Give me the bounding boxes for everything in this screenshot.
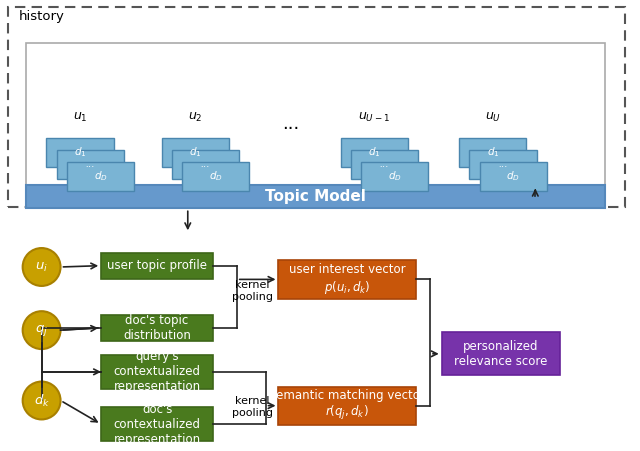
Bar [8, 7, 625, 207]
Text: ...: ... [498, 159, 508, 170]
Text: $u_2$: $u_2$ [188, 110, 202, 124]
Text: user interest vector
$p(u_i, d_k)$: user interest vector $p(u_i, d_k)$ [289, 263, 406, 295]
Text: $u_U$: $u_U$ [484, 110, 501, 124]
Text: doc's
contextualized
representation: doc's contextualized representation [113, 403, 201, 446]
Bar [351, 150, 419, 179]
Text: $d_k$: $d_k$ [33, 392, 50, 409]
Bar [278, 387, 416, 425]
Text: user topic profile: user topic profile [107, 259, 207, 272]
Bar [47, 138, 114, 167]
Text: $d_D$: $d_D$ [209, 170, 223, 184]
Text: ...: ... [380, 159, 390, 170]
Bar [340, 138, 408, 167]
Ellipse shape [22, 248, 61, 286]
Bar [26, 185, 605, 208]
Text: $d_1$: $d_1$ [189, 145, 202, 159]
Bar [278, 260, 416, 299]
Text: ...: ... [200, 159, 211, 170]
Bar [101, 253, 213, 279]
Text: $u_i$: $u_i$ [35, 260, 48, 274]
Text: $u_{U-1}$: $u_{U-1}$ [358, 110, 390, 124]
Bar [361, 162, 429, 191]
Text: semantic matching vector
$r(q_j, d_k)$: semantic matching vector $r(q_j, d_k)$ [270, 389, 424, 423]
Bar [172, 150, 239, 179]
Text: ...: ... [85, 159, 95, 170]
Bar [442, 332, 560, 375]
Bar [182, 162, 249, 191]
Text: $u_1$: $u_1$ [73, 110, 87, 124]
Text: $d_1$: $d_1$ [368, 145, 381, 159]
Bar [161, 138, 229, 167]
Text: doc's topic
distribution: doc's topic distribution [123, 314, 191, 342]
Text: Topic Model: Topic Model [265, 189, 365, 204]
Ellipse shape [22, 382, 61, 419]
Bar [101, 315, 213, 341]
Text: kernel
pooling: kernel pooling [232, 396, 273, 418]
Bar [460, 138, 527, 167]
Text: query's
contextualized
representation: query's contextualized representation [113, 350, 201, 393]
Bar [57, 150, 124, 179]
Text: kernel
pooling: kernel pooling [232, 280, 273, 302]
Text: $d_1$: $d_1$ [74, 145, 86, 159]
Ellipse shape [22, 311, 61, 349]
Bar [26, 43, 605, 196]
Text: history: history [19, 10, 65, 23]
Text: $d_D$: $d_D$ [506, 170, 520, 184]
Text: $d_D$: $d_D$ [93, 170, 108, 184]
Text: personalized
relevance score: personalized relevance score [454, 340, 547, 368]
Text: $d_D$: $d_D$ [388, 170, 402, 184]
Bar [67, 162, 134, 191]
Bar [480, 162, 547, 191]
Bar [101, 355, 213, 389]
Bar [470, 150, 537, 179]
Text: $q_j$: $q_j$ [35, 322, 48, 338]
Text: ...: ... [283, 115, 300, 133]
Bar [101, 407, 213, 441]
Text: $d_1$: $d_1$ [486, 145, 499, 159]
